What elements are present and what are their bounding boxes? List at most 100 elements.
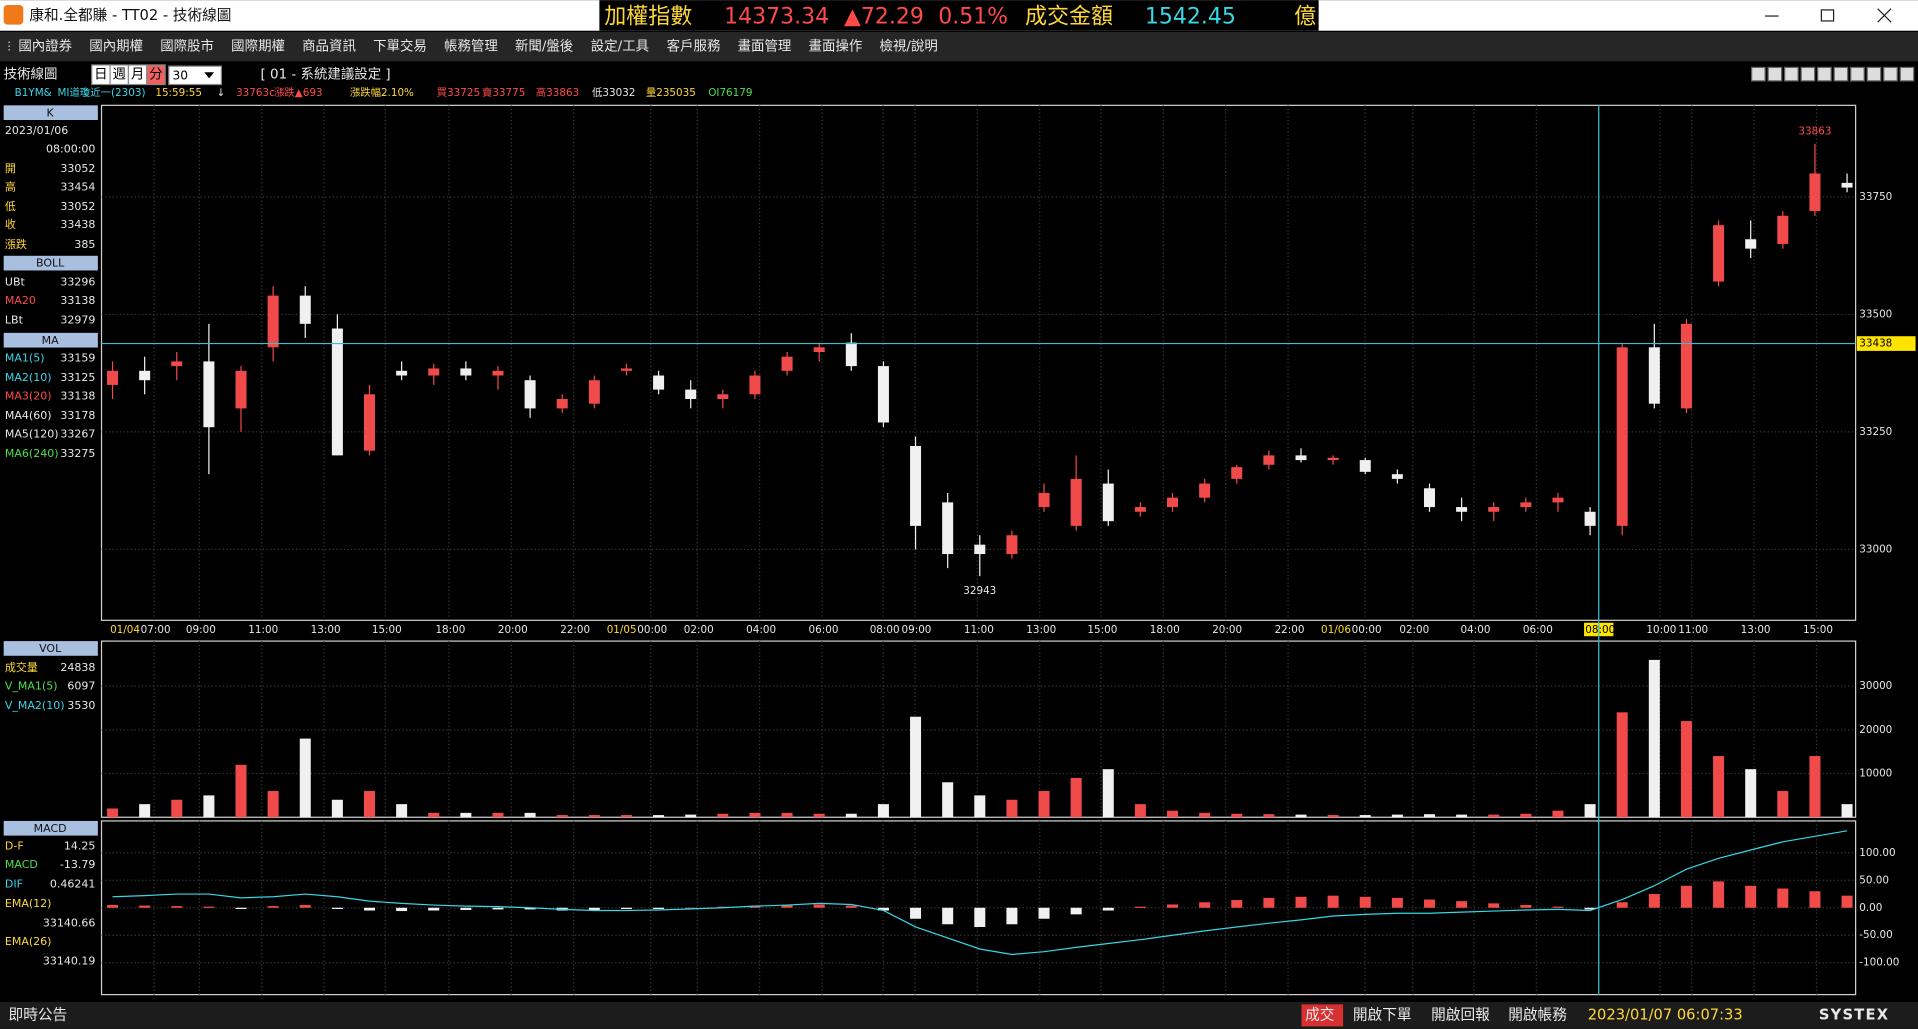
indicator-value: 33138 [60,389,95,402]
tool-icon[interactable] [1883,66,1898,82]
time-label: 00:00 [637,624,667,636]
menu-item[interactable]: 新聞/盤後 [515,39,574,55]
volume-bar [1616,712,1628,818]
macd-bar [1456,901,1468,908]
tool-icon[interactable] [1833,66,1849,82]
volume-bar [877,804,889,818]
volume-bar [492,812,504,818]
candle-body [1648,347,1660,404]
candle-body [1680,323,1692,409]
interval-select[interactable] [168,65,223,86]
indicator-name: EMA(12) [5,897,52,910]
menu-item[interactable]: 檢視/說明 [879,38,937,55]
tool-icon[interactable] [1751,66,1766,82]
candle-body [1841,182,1853,188]
macd-bar [396,907,408,912]
time-label: 04:00 [1461,624,1491,636]
menu-item[interactable]: 帳務管理 [444,39,498,55]
tool-icon[interactable] [1784,66,1799,82]
volume-bar [171,799,183,818]
macd-bar [1327,895,1339,908]
volume-bar [1552,810,1564,818]
volume-bar [910,716,922,818]
period-button[interactable] [146,64,166,86]
notice[interactable]: 即時公告 [9,1006,68,1023]
info-item: 買33725 [437,87,480,99]
tool-icon[interactable] [1850,66,1865,82]
status-button[interactable]: 開啟下單 [1353,1006,1412,1023]
candle-body [1745,239,1757,249]
macd-bar [203,906,215,908]
menu-item[interactable]: 國際期權 [231,39,285,55]
indicator-name: MA1(5) [5,352,45,365]
candle-body [363,394,376,451]
status-button[interactable]: 開啟回報 [1431,1006,1490,1023]
volume-bar [781,812,793,818]
candle-body [910,445,922,526]
tool-icon[interactable] [1866,66,1882,82]
status-button[interactable]: 成交 [1305,1005,1335,1023]
menu-item[interactable]: 客戶服務 [667,38,721,55]
ticker-percent: 0.51% [938,4,1008,29]
indicator-name: MA5(120) [5,427,59,440]
candle-body [396,370,408,376]
volume-bar [942,782,954,818]
restore-button[interactable] [1820,9,1835,22]
indicator-name: 高 [5,179,16,193]
volume-bar [1423,814,1435,818]
menu-item[interactable]: 設定/工具 [591,39,649,55]
menu-item[interactable]: 畫面管理 [738,39,792,55]
candle-body [1552,497,1564,503]
volume-bar [139,804,151,818]
candle-body [171,361,183,367]
tool-icon[interactable] [1817,66,1832,82]
candle-body [1263,455,1275,465]
time-label: 18:00 [435,624,465,636]
time-label: 13:00 [1026,624,1056,636]
menu-item[interactable]: 國內證券 [18,38,72,55]
time-label: 08:00 [1585,624,1615,636]
volume-bar [1391,814,1403,818]
status-button[interactable]: 開啟帳務 [1508,1006,1567,1023]
volume-bar [1777,791,1789,818]
indicator-value: 33140.66 [43,917,95,930]
menu-item[interactable]: 商品資訊 [302,39,356,55]
time-label: 09:00 [186,624,216,636]
menu-item[interactable]: 下單交易 [373,38,427,55]
macd-bar [942,907,954,925]
period-label: 月 [131,68,144,83]
volume-bar [1006,799,1018,818]
tool-icon[interactable] [1767,66,1783,82]
macd-bar [1070,907,1082,915]
candle-body [877,366,889,423]
macd-bar [428,907,440,911]
time-label: 01/06 [1321,624,1351,636]
menu-item[interactable]: 國際股市 [160,38,214,55]
volume-bar [331,799,343,818]
tool-icon[interactable] [1800,66,1816,82]
panel-header [3,255,98,271]
macd-bar [620,907,632,909]
time-label: 10:00 [1646,624,1676,636]
candle-body [492,370,504,376]
close-button[interactable] [1877,8,1892,23]
macd-bar [1167,904,1179,908]
price-tick-label: 33250 [1859,426,1892,438]
menu-item[interactable]: 畫面操作 [809,39,863,55]
volume-bar [235,764,247,818]
macd-bar [267,906,279,908]
candle-body [588,380,600,404]
tool-icon[interactable] [1899,66,1915,82]
ticker-index: 14373.34 [724,4,829,29]
candle-body [1488,507,1500,512]
candle-body [845,342,857,367]
macd-bar [1552,906,1564,908]
volume-bar [588,815,600,818]
time-label: 11:00 [1678,624,1708,636]
volume-bar [685,814,697,818]
candle-body [974,544,986,555]
menu-item[interactable]: 國內期權 [89,39,143,55]
candle-body [1231,467,1243,479]
macd-bar [139,905,151,908]
volume-bar [1231,813,1243,818]
